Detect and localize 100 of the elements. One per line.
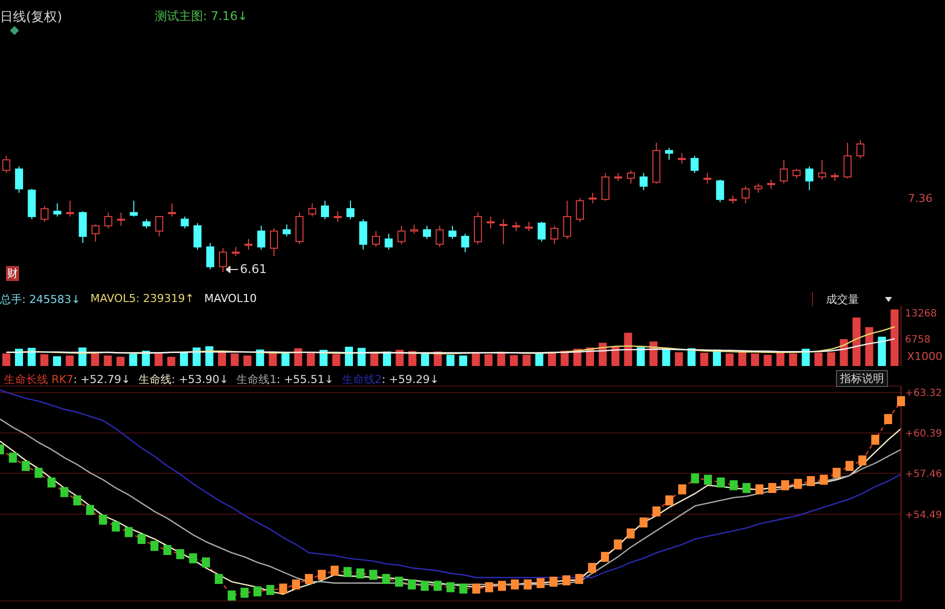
annotation: 总手: 245583↓: [0, 292, 80, 307]
bar: [104, 356, 112, 366]
text: 生命线2: [342, 373, 382, 386]
annotation: 财: [6, 266, 19, 281]
bar: [688, 348, 696, 366]
annotation: : +53.90↓: [172, 373, 229, 386]
candlestick: [308, 202, 316, 218]
bar: [878, 336, 886, 366]
candlestick: [678, 152, 686, 164]
bar: [167, 356, 176, 366]
candlestick: [690, 155, 699, 174]
candlestick: [665, 147, 674, 160]
candlestick: [499, 218, 508, 245]
candlestick: [257, 225, 266, 250]
candlestick: [588, 192, 597, 204]
bar: [14, 348, 23, 366]
candlestick: [180, 216, 189, 229]
bar: [294, 348, 302, 366]
text: MAVOL10: [204, 292, 257, 307]
y-tick-label: +54.49: [905, 510, 942, 521]
candlestick: [397, 225, 406, 245]
bar: [66, 356, 74, 366]
candlestick: [15, 166, 24, 194]
line-series: [6, 338, 896, 354]
candlestick: [742, 186, 750, 204]
candlestick: [856, 140, 864, 159]
bar: [535, 354, 544, 366]
bar: [192, 348, 201, 366]
candlestick: [206, 242, 214, 270]
candlestick: [767, 179, 776, 190]
bar: [814, 352, 822, 366]
candlestick: [92, 224, 100, 242]
candlestick: [805, 166, 814, 191]
candlestick: [410, 224, 418, 234]
bar: [674, 352, 683, 366]
candlestick: [130, 200, 138, 218]
text: 生命线1: [236, 373, 277, 386]
bar: [726, 354, 734, 366]
candlestick: [792, 168, 801, 179]
bar: [129, 354, 138, 366]
bar: [116, 356, 125, 366]
candlestick: [703, 172, 712, 184]
bar: [370, 354, 378, 366]
candlestick: [716, 179, 724, 203]
bar: [396, 350, 404, 366]
text: 生命线: [138, 373, 172, 386]
candlestick: [576, 198, 584, 222]
text: 指标说明: [836, 370, 888, 387]
bar: [154, 354, 163, 366]
candlestick: [359, 218, 368, 250]
candlestick: [486, 216, 495, 229]
bar: [802, 348, 810, 366]
candlestick: [53, 202, 62, 218]
candlestick: [384, 233, 393, 250]
candlestick: [320, 200, 329, 220]
candlestick: [40, 206, 49, 222]
y-tick-label: +60.39: [905, 428, 942, 440]
bar: [218, 351, 226, 366]
bar: [472, 352, 480, 366]
bar: [636, 347, 645, 366]
text: 生命长线 RK7: [4, 373, 74, 386]
y-tick-label: 13268: [905, 308, 937, 320]
candlestick: [563, 200, 572, 240]
candlestick: [818, 159, 826, 180]
text: MAVOL5: 239319↑: [90, 292, 194, 307]
candlestick: [550, 225, 558, 245]
text: 成交量: [826, 292, 859, 306]
candlestick: [601, 172, 610, 202]
bar: [268, 352, 277, 366]
annotation: : +59.29↓: [382, 373, 439, 386]
bar: [624, 332, 632, 366]
candlestick: [244, 238, 252, 250]
bar: [446, 354, 454, 366]
bar: [852, 318, 861, 366]
candlestick: [372, 230, 380, 248]
bar: [738, 352, 746, 366]
candlestick: [640, 172, 648, 191]
bar: [497, 352, 506, 366]
y-axis-title: X1000: [907, 350, 943, 363]
candlestick: [282, 224, 291, 237]
candlestick: [194, 222, 202, 250]
bar: [662, 348, 670, 366]
candlestick: [66, 200, 74, 218]
bar: [320, 350, 328, 366]
bar: [484, 354, 493, 366]
bar: [776, 352, 784, 366]
candlestick: [117, 212, 126, 226]
bar: [28, 348, 36, 366]
candlestick: [524, 221, 533, 232]
candlestick: [626, 170, 635, 184]
candlestick: [168, 202, 176, 218]
bar: [764, 354, 772, 366]
candlestick: [448, 225, 456, 240]
candlestick: [346, 200, 354, 220]
bar: [751, 354, 760, 366]
bar: [611, 346, 620, 366]
text: 7.36: [908, 192, 932, 205]
bar: [700, 352, 708, 366]
y-tick-label: +57.46: [905, 468, 942, 480]
candlestick: [422, 225, 431, 240]
